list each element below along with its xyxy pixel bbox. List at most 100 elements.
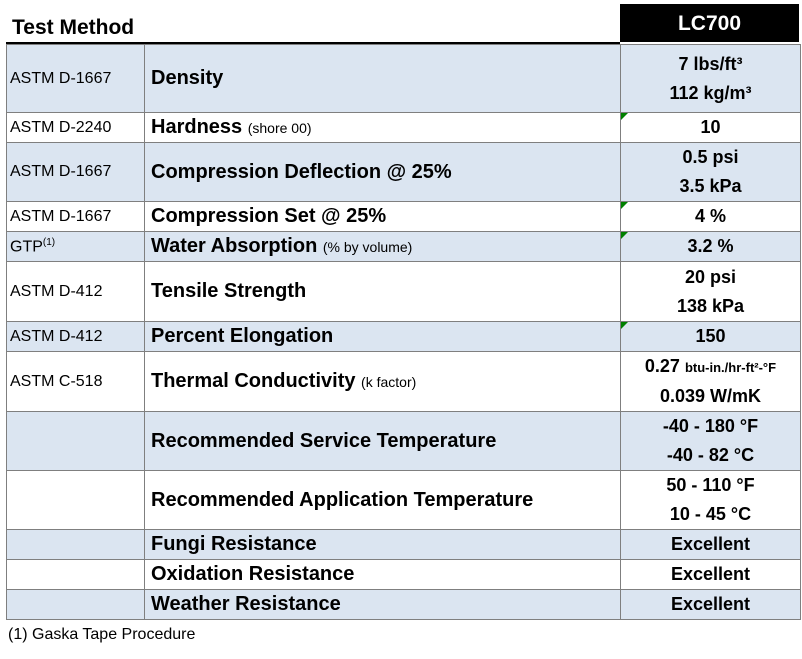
value-line: Excellent — [670, 534, 751, 554]
value-cell: Excellent — [620, 529, 801, 560]
value-cell: 3.2 % — [620, 231, 801, 262]
property-label: Hardness — [151, 116, 243, 138]
property-label: Tensile Strength — [151, 280, 307, 302]
method-cell: ASTM D-412 — [6, 261, 145, 322]
property-cell: Oxidation Resistance — [144, 559, 621, 590]
property-cell: Recommended Service Temperature — [144, 411, 621, 471]
table-row: GTP(1) Water Absorption (% by volume) 3.… — [6, 231, 801, 262]
table-row: Fungi Resistance Excellent — [6, 529, 801, 560]
footnote: (1) Gaska Tape Procedure — [8, 626, 196, 643]
table-row: Oxidation Resistance Excellent — [6, 559, 801, 590]
property-label: Compression Deflection @ 25% — [151, 160, 452, 183]
value-line: 138 kPa — [676, 295, 745, 316]
value-line: 0.27 btu-in./hr-ft²-°F — [621, 352, 800, 382]
value-cell: 50 - 110 °F 10 - 45 °C — [620, 470, 801, 530]
table-row: Weather Resistance Excellent — [6, 589, 801, 620]
method-cell: ASTM D-1667 — [6, 44, 145, 113]
property-label: Weather Resistance — [151, 593, 341, 615]
table-row: ASTM D-1667 Compression Deflection @ 25%… — [6, 142, 801, 202]
property-cell: Thermal Conductivity (k factor) — [144, 351, 621, 412]
method-cell — [6, 589, 145, 620]
property-cell: Recommended Application Temperature — [144, 470, 621, 530]
method-cell — [6, 529, 145, 560]
value-unit: btu-in./hr-ft²-°F — [684, 360, 777, 375]
method-cell — [6, 559, 145, 590]
property-note: (% by volume) — [322, 239, 413, 255]
value-cell: 0.5 psi 3.5 kPa — [620, 142, 801, 202]
property-label: Water Absorption — [151, 235, 318, 257]
method-footnote-ref: (1) — [42, 236, 56, 248]
comment-marker-icon — [621, 113, 628, 120]
property-label: Percent Elongation — [151, 325, 334, 347]
value-number: 0.27 — [644, 356, 680, 376]
value-cell: 150 — [620, 321, 801, 352]
comment-marker-icon — [621, 322, 628, 329]
property-label: Thermal Conductivity — [151, 370, 356, 392]
value-cell: Excellent — [620, 559, 801, 590]
property-cell: Tensile Strength — [144, 261, 621, 322]
property-cell: Weather Resistance — [144, 589, 621, 620]
value-line: 3.5 kPa — [679, 176, 742, 196]
property-cell: Water Absorption (% by volume) — [144, 231, 621, 262]
value-cell: 4 % — [620, 201, 801, 232]
value-line: Excellent — [670, 564, 751, 584]
property-label: Oxidation Resistance — [151, 563, 355, 585]
value-line: 10 — [700, 117, 721, 137]
property-label: Fungi Resistance — [151, 533, 317, 555]
value-line: -40 - 180 °F — [662, 416, 759, 436]
method-cell: ASTM C-518 — [6, 351, 145, 412]
method-cell: GTP(1) — [6, 231, 145, 262]
value-line: 4 % — [694, 206, 727, 226]
value-line: 150 — [695, 326, 726, 346]
property-label: Recommended Application Temperature — [151, 488, 534, 511]
value-line: Excellent — [670, 594, 751, 614]
property-cell: Hardness (shore 00) — [144, 112, 621, 143]
value-line: 50 - 110 °F — [666, 475, 755, 495]
table-row: ASTM D-412 Tensile Strength 20 psi 138 k… — [6, 261, 801, 322]
property-cell: Compression Set @ 25% — [144, 201, 621, 232]
test-method-header: Test Method — [6, 10, 620, 45]
table-row: ASTM D-1667 Density 7 lbs/ft³ 112 kg/m³ — [6, 44, 801, 113]
property-note: (k factor) — [361, 374, 417, 390]
value-cell: 0.27 btu-in./hr-ft²-°F 0.039 W/mK — [620, 351, 801, 412]
method-cell: ASTM D-2240 — [6, 112, 145, 143]
value-cell: -40 - 180 °F -40 - 82 °C — [620, 411, 801, 471]
test-method-header-label: Test Method — [12, 16, 135, 39]
table-row: ASTM D-2240 Hardness (shore 00) 10 — [6, 112, 801, 143]
value-line: 112 kg/m³ — [669, 82, 752, 103]
method-cell: ASTM D-412 — [6, 321, 145, 352]
property-cell: Fungi Resistance — [144, 529, 621, 560]
spec-table: ASTM D-1667 Density 7 lbs/ft³ 112 kg/m³ … — [6, 44, 801, 620]
method-cell: ASTM D-1667 — [6, 142, 145, 202]
method-cell: ASTM D-1667 — [6, 201, 145, 232]
table-row: ASTM D-412 Percent Elongation 150 — [6, 321, 801, 352]
comment-marker-icon — [621, 202, 628, 209]
table-row: ASTM C-518 Thermal Conductivity (k facto… — [6, 351, 801, 412]
value-cell: 10 — [620, 112, 801, 143]
value-cell: 20 psi 138 kPa — [620, 261, 801, 322]
value-cell: Excellent — [620, 589, 801, 620]
value-line: 0.5 psi — [682, 147, 739, 167]
product-header: LC700 — [620, 4, 799, 42]
value-line: 3.2 % — [687, 236, 734, 256]
value-line: 0.039 W/mK — [659, 386, 762, 406]
method-label: GTP — [10, 238, 43, 256]
table-row: ASTM D-1667 Compression Set @ 25% 4 % — [6, 201, 801, 232]
property-label: Density — [151, 67, 224, 89]
value-line: 20 psi — [684, 266, 737, 287]
comment-marker-icon — [621, 232, 628, 239]
property-label: Compression Set @ 25% — [151, 205, 387, 227]
method-cell — [6, 470, 145, 530]
value-line: -40 - 82 °C — [666, 445, 755, 465]
value-line: 10 - 45 °C — [669, 504, 752, 524]
property-label: Recommended Service Temperature — [151, 429, 497, 452]
property-note: (shore 00) — [247, 120, 312, 136]
method-cell — [6, 411, 145, 471]
table-row: Recommended Service Temperature -40 - 18… — [6, 411, 801, 471]
value-line: 7 lbs/ft³ — [678, 53, 743, 74]
property-cell: Compression Deflection @ 25% — [144, 142, 621, 202]
property-cell: Percent Elongation — [144, 321, 621, 352]
table-row: Recommended Application Temperature 50 -… — [6, 470, 801, 530]
value-cell: 7 lbs/ft³ 112 kg/m³ — [620, 44, 801, 113]
property-cell: Density — [144, 44, 621, 113]
